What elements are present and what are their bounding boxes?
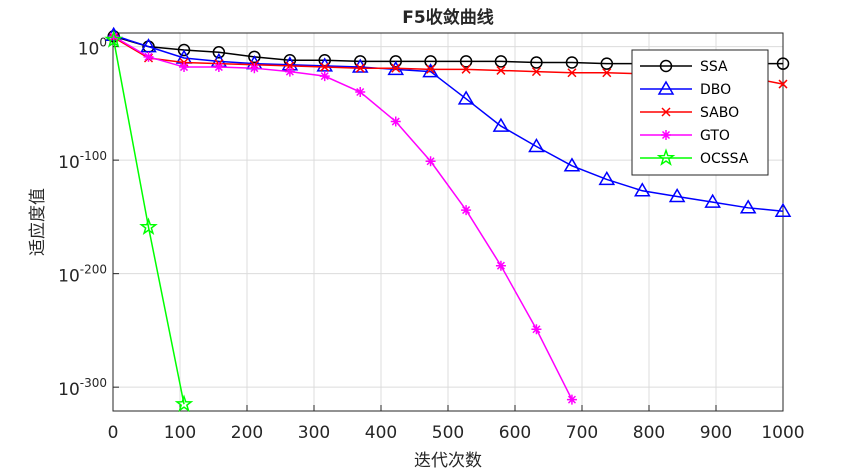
x-tick-label: 300: [298, 423, 330, 443]
marker: [139, 217, 158, 236]
x-tick-label: 500: [432, 423, 464, 443]
marker: [530, 56, 543, 69]
marker: [565, 56, 579, 69]
marker: [355, 63, 365, 73]
marker: [461, 64, 471, 74]
marker: [776, 57, 790, 70]
legend-label: SSA: [700, 59, 728, 75]
marker: [531, 324, 542, 335]
marker: [320, 62, 330, 72]
marker: [492, 117, 510, 132]
marker: [661, 130, 671, 140]
y-axis-label: 适应度值: [28, 188, 48, 256]
series-line: [113, 34, 784, 212]
x-tick-label: 400: [365, 423, 397, 443]
series-line: [113, 35, 573, 400]
marker: [174, 394, 194, 413]
marker: [212, 46, 226, 59]
y-tick-label: 10-100: [58, 149, 107, 174]
legend-label: GTO: [700, 128, 730, 144]
marker: [668, 187, 686, 203]
x-tick-label: 0: [108, 423, 119, 443]
marker: [563, 157, 581, 172]
marker: [143, 51, 154, 62]
marker: [461, 205, 472, 216]
marker: [494, 55, 508, 68]
marker: [422, 63, 439, 78]
marker: [319, 71, 330, 82]
x-tick-label: 600: [499, 423, 531, 443]
x-axis-label: 迭代次数: [414, 451, 482, 471]
marker: [351, 58, 369, 73]
marker: [213, 62, 224, 73]
x-tick-label: 700: [566, 423, 598, 443]
marker: [104, 30, 123, 48]
x-tick-label: 100: [164, 423, 196, 443]
marker: [531, 67, 541, 77]
marker: [140, 38, 157, 53]
marker: [389, 55, 402, 68]
marker: [424, 55, 437, 68]
x-tick-label: 900: [700, 423, 732, 443]
x-tick-label: 1000: [761, 423, 804, 443]
x-tick-label: 800: [633, 423, 665, 443]
marker: [108, 31, 119, 42]
chart-title: F5收敛曲线: [402, 7, 493, 28]
marker: [528, 138, 545, 153]
marker: [316, 57, 334, 72]
marker: [426, 64, 436, 74]
marker: [659, 59, 673, 73]
marker: [600, 57, 614, 70]
marker: [633, 182, 651, 197]
marker: [457, 90, 475, 105]
marker: [496, 65, 506, 75]
marker: [284, 66, 295, 77]
marker: [248, 50, 261, 64]
marker: [425, 156, 436, 167]
marker: [249, 63, 260, 74]
marker: [495, 260, 506, 271]
marker: [739, 199, 757, 214]
marker: [661, 107, 671, 117]
marker: [391, 63, 401, 73]
marker: [656, 148, 676, 166]
marker: [390, 116, 401, 127]
marker: [177, 43, 191, 57]
marker: [179, 62, 190, 73]
marker: [602, 68, 612, 78]
marker: [778, 79, 788, 89]
legend: SSA DBO SABO GTO OCSSA: [631, 49, 769, 176]
marker: [566, 394, 577, 405]
marker: [774, 202, 792, 217]
y-tick-label: 10-200: [58, 262, 107, 287]
y-tick-label: 10-300: [58, 376, 107, 401]
marker: [704, 193, 721, 208]
legend-label: SABO: [700, 105, 739, 121]
x-tick-label: 200: [231, 423, 263, 443]
legend-label: DBO: [700, 82, 731, 98]
marker: [355, 87, 366, 98]
plot-frame: [112, 32, 784, 412]
marker: [598, 170, 616, 186]
marker: [459, 55, 473, 68]
legend-label: OCSSA: [700, 151, 749, 167]
marker: [567, 68, 577, 78]
marker: [657, 80, 675, 95]
y-tick-label: 100: [78, 35, 107, 60]
series-line: [112, 39, 185, 405]
